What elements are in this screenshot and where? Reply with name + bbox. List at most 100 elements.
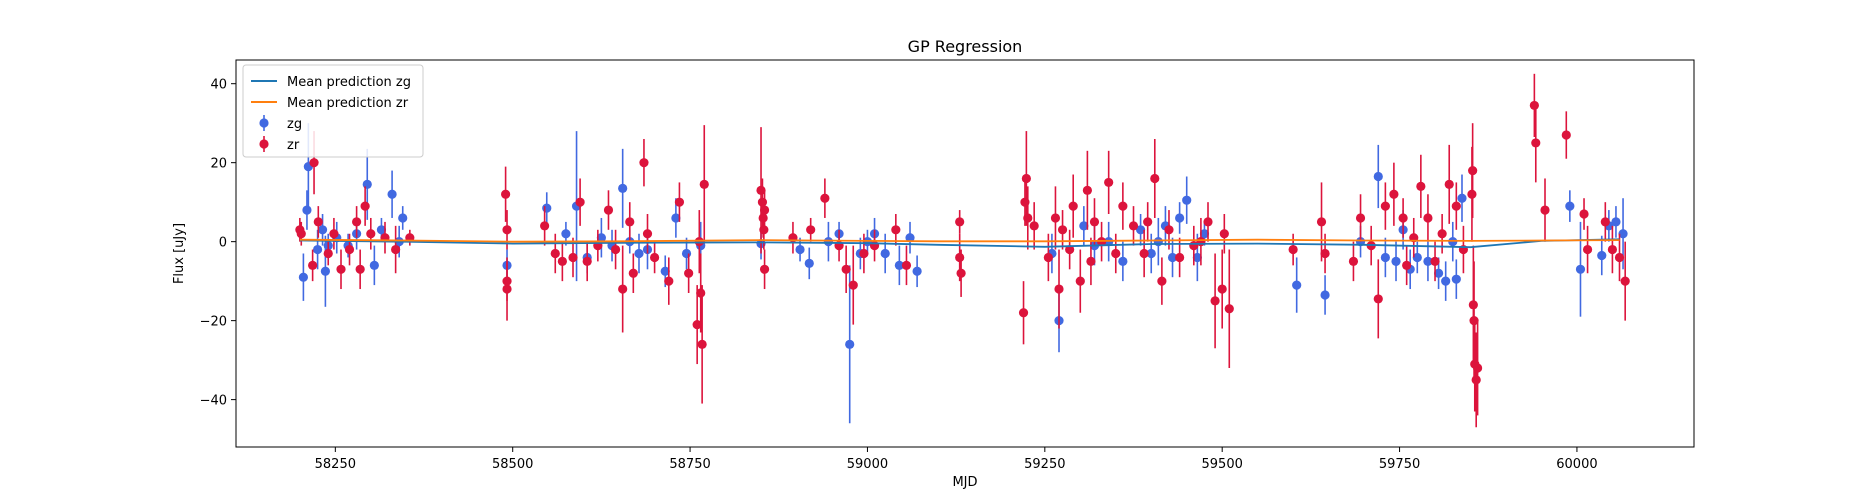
data-point-zr	[1467, 189, 1477, 199]
data-point-zr	[329, 229, 339, 239]
data-point-zr	[557, 256, 567, 266]
data-point-zg	[894, 260, 904, 270]
data-point-zr	[1540, 205, 1550, 215]
data-point-zg	[561, 229, 571, 239]
data-point-zr	[674, 197, 685, 207]
data-point-zg	[320, 266, 330, 276]
data-point-zr	[1380, 201, 1390, 211]
data-point-zr	[1469, 316, 1479, 326]
data-point-zr	[1210, 296, 1220, 306]
data-point-zr	[758, 213, 768, 223]
data-point-zr	[1089, 217, 1100, 227]
data-point-zr	[1402, 260, 1412, 270]
legend-box	[242, 64, 424, 158]
data-point-zr	[1150, 173, 1160, 184]
data-point-zr	[1473, 363, 1483, 373]
data-point-zr	[759, 264, 770, 274]
ticks-layer: 58250 58500 58750 59000 59250 59500 59750 60000…	[200, 78, 1598, 472]
data-point-zr	[642, 229, 653, 239]
x-tick-label: 58750	[669, 457, 710, 472]
data-point-zr	[901, 260, 912, 270]
data-point-zr	[1196, 237, 1206, 247]
x-tick-label: 59750	[1379, 457, 1420, 472]
data-point-zr	[1355, 213, 1366, 223]
data-point-zr	[1320, 248, 1330, 259]
data-point-zg	[912, 266, 922, 276]
data-point-zr	[308, 260, 318, 270]
data-point-zr	[575, 197, 585, 207]
data-point-zr	[1582, 244, 1593, 255]
data-point-zr	[1175, 252, 1185, 263]
data-point-zr	[1316, 217, 1327, 227]
y-tick-label: 20	[210, 157, 227, 172]
data-point-zr	[1075, 276, 1085, 286]
data-point-zr	[1128, 221, 1139, 231]
data-point-zr	[1444, 179, 1454, 189]
data-point-zg	[804, 258, 814, 268]
x-tick-label: 60000	[1556, 457, 1597, 472]
data-point-zg	[376, 225, 387, 235]
plot-frame	[235, 59, 1695, 448]
data-point-zr	[502, 276, 512, 286]
data-point-zg	[1391, 256, 1401, 266]
data-point-zg	[681, 248, 692, 259]
data-point-zr	[859, 248, 869, 259]
data-point-zr	[1219, 229, 1229, 239]
data-point-zr	[1614, 252, 1625, 263]
data-point-zr	[502, 225, 512, 235]
data-point-zr	[1054, 284, 1064, 294]
data-point-zg	[1457, 193, 1467, 203]
data-point-zr	[391, 244, 401, 255]
data-point-zr	[1468, 300, 1478, 310]
data-point-zg	[596, 233, 606, 243]
data-point-zg	[302, 205, 312, 215]
data-point-zr	[1451, 201, 1461, 211]
data-point-zr	[1471, 375, 1481, 385]
x-tick-label: 58500	[492, 457, 533, 472]
data-point-zr	[1620, 276, 1630, 286]
data-point-zr	[313, 217, 323, 227]
data-point-zr	[568, 252, 578, 263]
data-point-zr	[1579, 209, 1589, 219]
legend-marker-swatch	[259, 118, 269, 128]
data-point-zg	[1433, 268, 1444, 278]
data-point-zr	[1217, 284, 1227, 294]
legend-marker-swatch	[259, 139, 269, 149]
x-axis-label: MJD	[952, 475, 977, 490]
data-point-zr	[1437, 229, 1447, 239]
data-point-zr	[610, 244, 621, 255]
data-point-zr	[1111, 248, 1121, 259]
data-point-zr	[1430, 256, 1440, 266]
data-point-zg	[1146, 248, 1156, 259]
data-point-zg	[1412, 252, 1422, 263]
data-point-zr	[1118, 201, 1128, 211]
legend-label: zg	[287, 117, 302, 132]
data-point-zr	[1607, 244, 1618, 255]
data-point-zr	[848, 280, 858, 290]
data-point-zg	[880, 248, 890, 259]
data-point-zr	[697, 339, 707, 349]
data-point-zr	[1018, 308, 1029, 318]
data-point-zr	[1029, 221, 1039, 231]
data-point-zr	[603, 205, 614, 215]
data-point-zr	[759, 225, 769, 235]
data-point-zg	[823, 237, 834, 247]
data-point-zr	[649, 252, 660, 263]
data-point-zr	[757, 197, 768, 207]
data-point-zr	[366, 229, 376, 239]
y-axis-label: Flux [uJy]	[172, 223, 187, 284]
data-point-zg	[1175, 213, 1185, 223]
data-point-zr	[1020, 197, 1030, 207]
data-point-zr	[1389, 189, 1399, 199]
data-point-zr	[841, 264, 851, 274]
data-point-zg	[660, 266, 670, 276]
data-point-zr	[1086, 256, 1096, 266]
data-point-zr	[1043, 252, 1053, 263]
mean-line-Mean-prediction-zg	[299, 238, 1620, 249]
data-point-zg	[1380, 252, 1390, 263]
data-point-zr	[550, 248, 560, 259]
data-point-zr	[1224, 304, 1234, 314]
data-point-zg	[1565, 201, 1575, 211]
data-point-zr	[684, 268, 694, 278]
data-point-zg	[362, 179, 372, 189]
